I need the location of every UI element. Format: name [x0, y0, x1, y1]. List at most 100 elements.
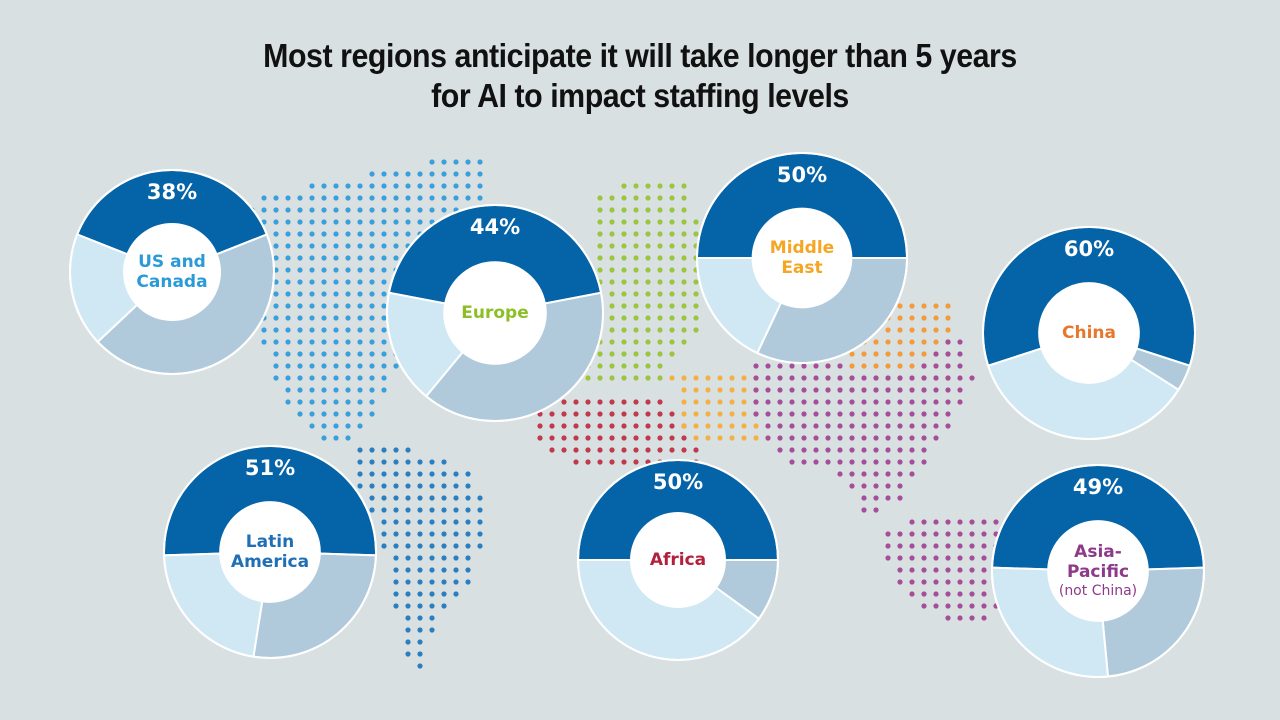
map-dot: [357, 459, 363, 465]
map-dot: [393, 255, 399, 261]
map-dot: [477, 183, 483, 189]
map-dot: [633, 435, 639, 441]
map-dot: [297, 387, 303, 393]
map-dot: [789, 411, 795, 417]
map-dot: [441, 579, 447, 585]
map-dot: [681, 339, 687, 345]
map-dot: [945, 423, 951, 429]
map-dot: [657, 183, 663, 189]
map-dot: [405, 483, 411, 489]
map-dot: [957, 555, 963, 561]
map-dot: [681, 423, 687, 429]
map-dot: [585, 459, 591, 465]
map-dot: [465, 579, 471, 585]
map-dot: [381, 447, 387, 453]
map-dot: [333, 363, 339, 369]
map-dot: [789, 387, 795, 393]
map-dot: [417, 495, 423, 501]
map-dot: [681, 183, 687, 189]
map-dot: [585, 423, 591, 429]
map-dot: [633, 459, 639, 465]
region-label-line: China: [1062, 323, 1116, 343]
map-dot: [309, 423, 315, 429]
map-dot: [369, 255, 375, 261]
map-dot: [885, 363, 891, 369]
map-dot: [429, 543, 435, 549]
map-dot: [285, 267, 291, 273]
map-dot: [549, 423, 555, 429]
region-label-line: Africa: [649, 550, 707, 570]
map-dot: [945, 615, 951, 621]
map-dot: [681, 195, 687, 201]
map-dot: [897, 471, 903, 477]
map-dot: [381, 507, 387, 513]
map-dot: [321, 291, 327, 297]
map-dot: [417, 459, 423, 465]
map-dot: [429, 459, 435, 465]
map-dot: [921, 411, 927, 417]
chart-title: Most regions anticipate it will take lon…: [0, 36, 1280, 116]
map-dot: [465, 471, 471, 477]
map-dot: [405, 459, 411, 465]
map-dot: [477, 507, 483, 513]
map-dot: [405, 615, 411, 621]
map-dot: [417, 483, 423, 489]
map-dot: [621, 459, 627, 465]
map-dot: [273, 231, 279, 237]
donut-latin-america: 51% Latin America: [160, 442, 380, 662]
donut-percent-label: 60%: [1063, 237, 1115, 261]
map-dot: [681, 243, 687, 249]
map-dot: [609, 363, 615, 369]
map-dot: [393, 495, 399, 501]
map-dot: [405, 591, 411, 597]
map-dot: [333, 399, 339, 405]
map-dot: [381, 231, 387, 237]
map-dot: [801, 435, 807, 441]
chart-title-line-1: Most regions anticipate it will take lon…: [263, 37, 1017, 74]
map-dot: [285, 387, 291, 393]
map-dot: [681, 279, 687, 285]
donut-outline: [991, 464, 1205, 678]
map-dot: [849, 399, 855, 405]
map-dot: [597, 351, 603, 357]
map-dot: [381, 519, 387, 525]
map-dot: [417, 519, 423, 525]
map-dot: [981, 567, 987, 573]
map-dot: [297, 231, 303, 237]
map-dot: [957, 399, 963, 405]
map-dot: [681, 219, 687, 225]
map-dot: [885, 483, 891, 489]
map-dot: [261, 327, 267, 333]
map-dot: [693, 423, 699, 429]
map-dot: [393, 183, 399, 189]
map-dot: [321, 303, 327, 309]
map-dot: [909, 315, 915, 321]
map-dot: [621, 363, 627, 369]
map-dot: [453, 159, 459, 165]
map-dot: [417, 531, 423, 537]
map-dot: [657, 375, 663, 381]
map-dot: [861, 411, 867, 417]
map-dot: [429, 567, 435, 573]
map-dot: [801, 375, 807, 381]
map-dot: [297, 243, 303, 249]
map-dot: [369, 387, 375, 393]
map-dot: [921, 375, 927, 381]
map-dot: [729, 411, 735, 417]
map-dot: [345, 303, 351, 309]
map-dot: [273, 219, 279, 225]
map-dot: [657, 231, 663, 237]
map-dot: [345, 339, 351, 345]
donut-hole: [752, 208, 852, 308]
map-dot: [681, 447, 687, 453]
map-dot: [933, 399, 939, 405]
map-dot: [849, 411, 855, 417]
map-dot: [729, 375, 735, 381]
map-dot: [729, 399, 735, 405]
map-dot: [309, 279, 315, 285]
map-dot: [753, 363, 759, 369]
map-dot: [657, 363, 663, 369]
map-dot: [657, 351, 663, 357]
donut-outline: [982, 226, 1196, 440]
map-dot: [825, 459, 831, 465]
